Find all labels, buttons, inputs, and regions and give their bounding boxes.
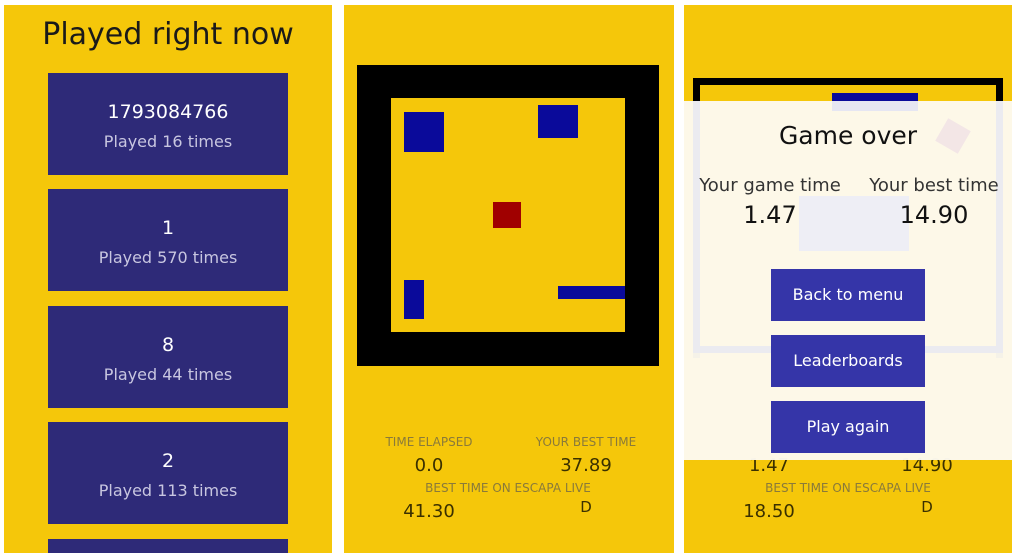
item-name: 1 (161, 217, 175, 239)
list-item[interactable]: 1793084766 Played 16 times (48, 73, 288, 175)
back-to-menu-button[interactable]: Back to menu (771, 269, 925, 321)
played-right-now-screen: Played right now 1793084766 Played 16 tim… (4, 5, 332, 553)
best-time-label: Your best time (869, 175, 999, 196)
item-count: Played 44 times (103, 365, 233, 384)
live-rank: D (580, 498, 592, 516)
under-best: 14.90 (901, 455, 953, 476)
game-over-overlay: Game over Your game time Your best time … (684, 101, 1012, 460)
item-name: 2 (161, 450, 175, 472)
time-elapsed-label: TIME ELAPSED (385, 435, 473, 449)
enemy-block (404, 280, 424, 319)
game-screen: TIME ELAPSED YOUR BEST TIME 0.0 37.89 BE… (344, 5, 674, 553)
best-time-label: YOUR BEST TIME (535, 435, 637, 449)
item-count: Played 16 times (103, 132, 233, 151)
enemy-block (558, 286, 625, 299)
leaderboards-button[interactable]: Leaderboards (771, 335, 925, 387)
item-count: Played 113 times (98, 481, 238, 500)
ghost-block (832, 101, 918, 111)
item-name: 8 (161, 334, 175, 356)
ghost-block (799, 196, 909, 251)
best-time-value: 14.90 (899, 201, 969, 229)
item-count: Played 570 times (98, 248, 238, 267)
page-title: Played right now (42, 17, 294, 52)
live-rank: D (921, 498, 933, 516)
enemy-block (404, 112, 444, 152)
play-again-button[interactable]: Play again (771, 401, 925, 453)
live-best-label: BEST TIME ON ESCAPA LIVE (765, 481, 931, 495)
player-block[interactable] (493, 202, 521, 228)
list-item[interactable]: 8 Played 44 times (48, 306, 288, 408)
live-best-value: 41.30 (403, 501, 455, 522)
game-over-screen: 1.47 14.90 BEST TIME ON ESCAPA LIVE 18.5… (684, 5, 1012, 553)
list-item[interactable] (48, 539, 288, 553)
game-over-title: Game over (778, 121, 918, 150)
time-elapsed-value: 0.0 (414, 455, 444, 476)
live-best-value: 18.50 (743, 501, 795, 522)
under-time: 1.47 (748, 455, 790, 476)
game-time-value: 1.47 (743, 201, 797, 229)
list-item[interactable]: 2 Played 113 times (48, 422, 288, 524)
best-time-value: 37.89 (560, 455, 612, 476)
list-item[interactable]: 1 Played 570 times (48, 189, 288, 291)
enemy-block (832, 93, 918, 103)
item-name: 1793084766 (107, 101, 229, 123)
enemy-block (538, 105, 578, 138)
game-time-label: Your game time (699, 175, 841, 196)
live-best-label: BEST TIME ON ESCAPA LIVE (425, 481, 591, 495)
